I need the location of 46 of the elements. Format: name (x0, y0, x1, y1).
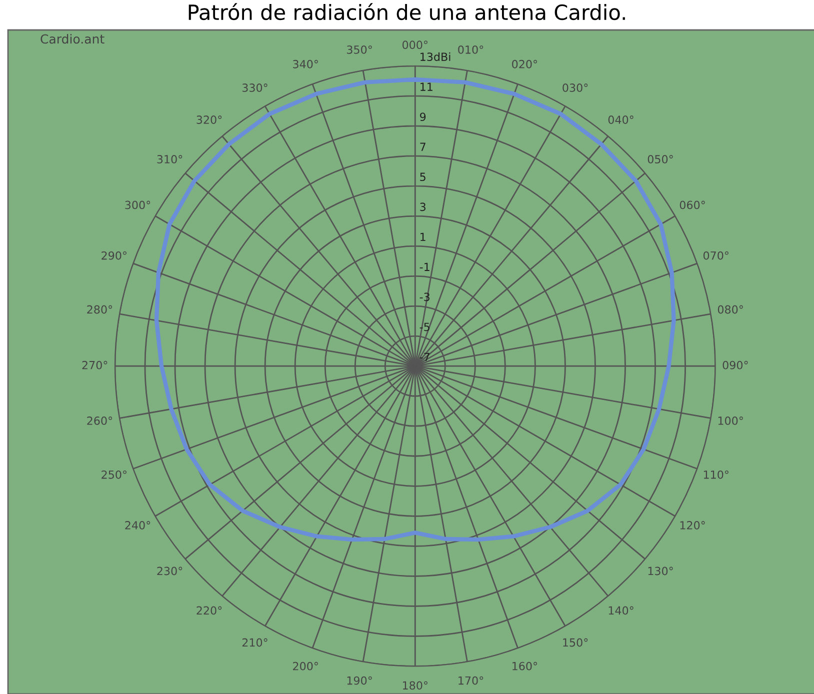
spoke-label: 020° (512, 60, 538, 68)
spoke-label: 180° (402, 681, 428, 690)
chart-title: Patrón de radiación de una antena Cardio. (188, 3, 625, 20)
spoke-label: 290° (102, 251, 126, 260)
spoke-label: 000° (402, 40, 428, 50)
spoke-label: 240° (125, 521, 150, 530)
spoke-label: 080° (718, 305, 743, 314)
spoke-label: 300° (125, 200, 150, 210)
y-tick-label: 13dBi (420, 52, 450, 61)
spoke-label: 130° (648, 566, 673, 576)
spoke-label: 320° (196, 116, 222, 124)
spoke-label: 120° (680, 521, 705, 530)
y-tick-label: 3 (420, 202, 426, 212)
spoke-label: 350° (346, 45, 372, 54)
spoke-label: 030° (562, 84, 588, 92)
spoke-label: 070° (703, 251, 728, 260)
spoke-label: 270° (82, 360, 108, 370)
spoke-label: 090° (722, 360, 748, 370)
spoke-label: 170° (458, 676, 484, 685)
spoke-label: 050° (648, 155, 673, 164)
text: Cardio.ant (40, 34, 104, 44)
y-tick-label: 1 (420, 232, 426, 241)
spoke-label: 310° (157, 155, 182, 164)
spoke-label: 200° (293, 662, 318, 670)
spoke-label: 260° (87, 416, 112, 425)
spoke-label: 040° (608, 116, 634, 124)
spoke-label: 190° (347, 676, 372, 685)
spoke-label: 230° (157, 566, 182, 576)
y-tick-label: 11 (420, 82, 432, 91)
spoke-label: 010° (458, 45, 484, 54)
spoke-label: 160° (512, 662, 538, 670)
spoke-label: 150° (563, 638, 588, 647)
y-tick-label: 5 (420, 172, 426, 182)
y-tick-label: 7 (420, 142, 426, 151)
spoke-label: 250° (102, 470, 126, 479)
spoke-label: 100° (718, 416, 743, 425)
spoke-label: 210° (242, 638, 268, 647)
spoke-label: 280° (87, 305, 112, 314)
spoke-label: 330° (242, 84, 268, 92)
spoke-label: 340° (293, 60, 318, 68)
y-tick-label: 9 (420, 112, 426, 122)
spoke-label: 140° (608, 606, 634, 615)
spoke-label: 060° (680, 200, 705, 210)
spoke-label: 220° (196, 606, 222, 615)
y-tick-label: -1 (420, 262, 430, 271)
spoke-label: 110° (704, 470, 728, 479)
